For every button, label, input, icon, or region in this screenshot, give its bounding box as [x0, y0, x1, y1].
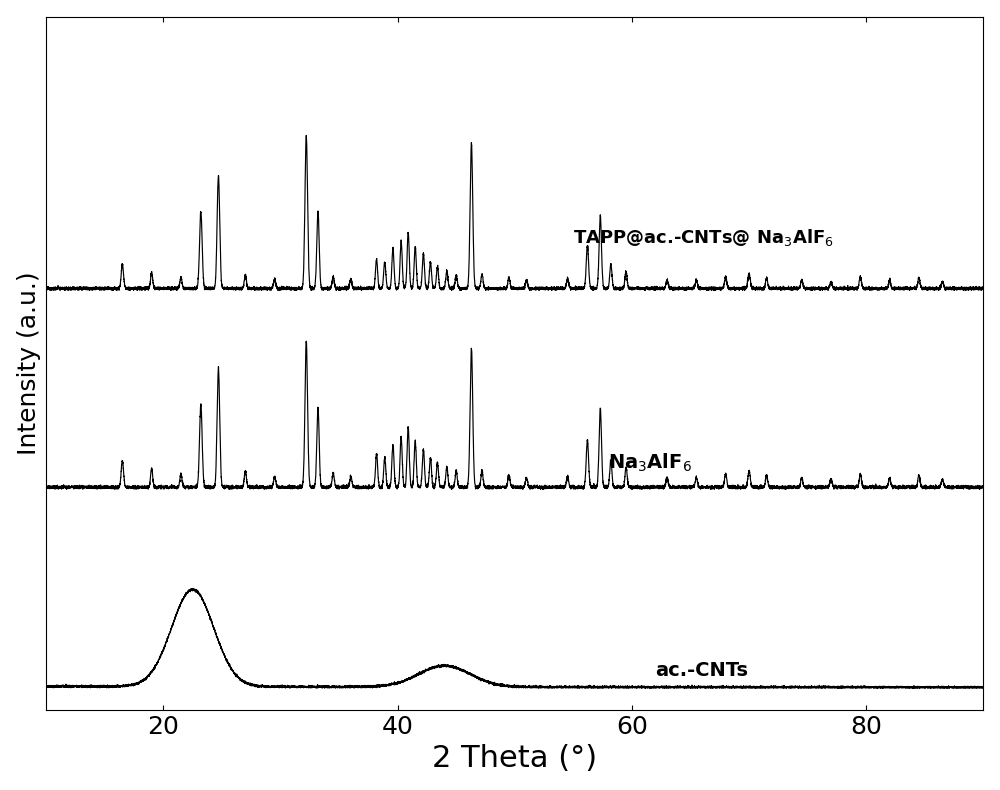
Text: ac.-CNTs: ac.-CNTs	[655, 660, 748, 679]
Text: Na$_3$AlF$_6$: Na$_3$AlF$_6$	[608, 452, 692, 474]
Text: TAPP@ac.-CNTs@ Na$_3$AlF$_6$: TAPP@ac.-CNTs@ Na$_3$AlF$_6$	[573, 227, 834, 248]
X-axis label: 2 Theta (°): 2 Theta (°)	[432, 744, 597, 773]
Y-axis label: Intensity (a.u.): Intensity (a.u.)	[17, 272, 41, 455]
